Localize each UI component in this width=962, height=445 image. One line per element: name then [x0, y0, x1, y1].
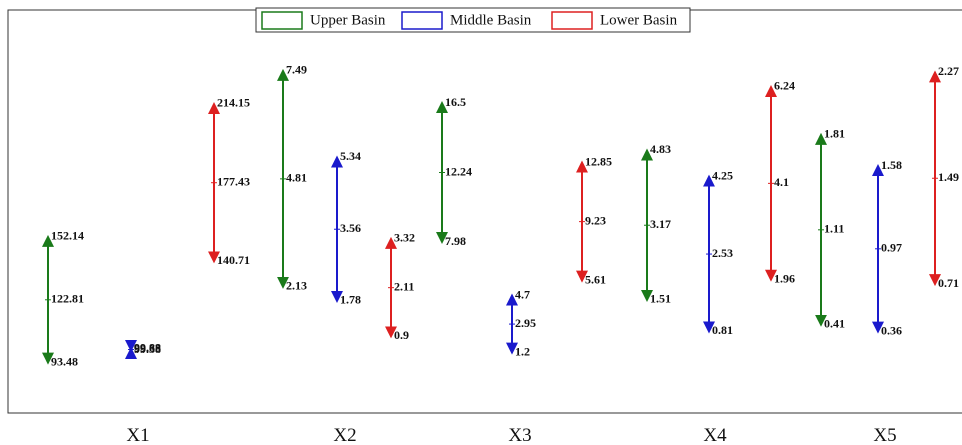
value-label: 99.38	[134, 342, 161, 356]
value-label: 0.81	[712, 323, 733, 337]
value-label: 5.61	[585, 272, 606, 286]
value-label: 140.71	[217, 253, 250, 267]
x-tick-label: X1	[126, 425, 149, 445]
value-label: 1.96	[774, 271, 795, 285]
x-tick-label: X3	[508, 425, 531, 445]
legend-label: Lower Basin	[600, 12, 678, 28]
legend-swatch	[401, 11, 443, 30]
value-label: 152.14	[51, 229, 84, 243]
value-label: 0.36	[881, 323, 902, 337]
value-label: 0.97	[881, 241, 902, 255]
value-label: 4.81	[286, 171, 307, 185]
value-label: 0.41	[824, 317, 845, 331]
value-label: 99.88	[134, 341, 161, 355]
value-label: 12.24	[445, 164, 472, 178]
value-label: 0.9	[394, 328, 409, 342]
legend-swatch	[261, 11, 303, 30]
value-label: 3.17	[650, 217, 671, 231]
value-label: 1.78	[340, 293, 361, 307]
value-label: 9.23	[585, 213, 606, 227]
value-label: 2.27	[938, 64, 959, 78]
value-label: 214.15	[217, 96, 250, 110]
value-label: 1.58	[881, 158, 902, 172]
value-label: 93.48	[51, 354, 78, 368]
value-label: 7.98	[445, 234, 466, 248]
value-label: 0.71	[938, 276, 959, 290]
value-label: 2.53	[712, 246, 733, 260]
value-label: 7.49	[286, 63, 307, 77]
legend-label: Middle Basin	[450, 12, 532, 28]
value-label: 1.2	[515, 344, 530, 358]
value-label: 16.5	[445, 95, 466, 109]
value-label: 3.56	[340, 221, 361, 235]
x-tick-label: X2	[333, 425, 356, 445]
x-tick-label: X4	[703, 425, 727, 445]
legend-box	[255, 7, 691, 33]
value-label: 12.85	[585, 154, 612, 168]
value-label: 2.95	[515, 316, 536, 330]
legend-swatch	[551, 11, 593, 30]
value-label: 4.83	[650, 142, 671, 156]
value-label: 1.49	[938, 170, 959, 184]
legend-label: Upper Basin	[310, 12, 386, 28]
value-label: 1.11	[824, 222, 844, 236]
value-label: 4.7	[515, 287, 530, 301]
value-label: 177.43	[217, 174, 250, 188]
value-label: 3.32	[394, 231, 415, 245]
value-label: 1.81	[824, 127, 845, 141]
value-label: 4.25	[712, 168, 733, 182]
value-label: 2.11	[394, 279, 414, 293]
value-label: 5.34	[340, 149, 361, 163]
value-label: 1.51	[650, 292, 671, 306]
value-label: 4.1	[774, 175, 789, 189]
value-label: 6.24	[774, 79, 795, 93]
x-tick-label: X5	[873, 425, 896, 445]
value-label: 2.13	[286, 279, 307, 293]
value-label: 99.63	[134, 341, 161, 355]
value-label: 122.81	[51, 292, 84, 306]
